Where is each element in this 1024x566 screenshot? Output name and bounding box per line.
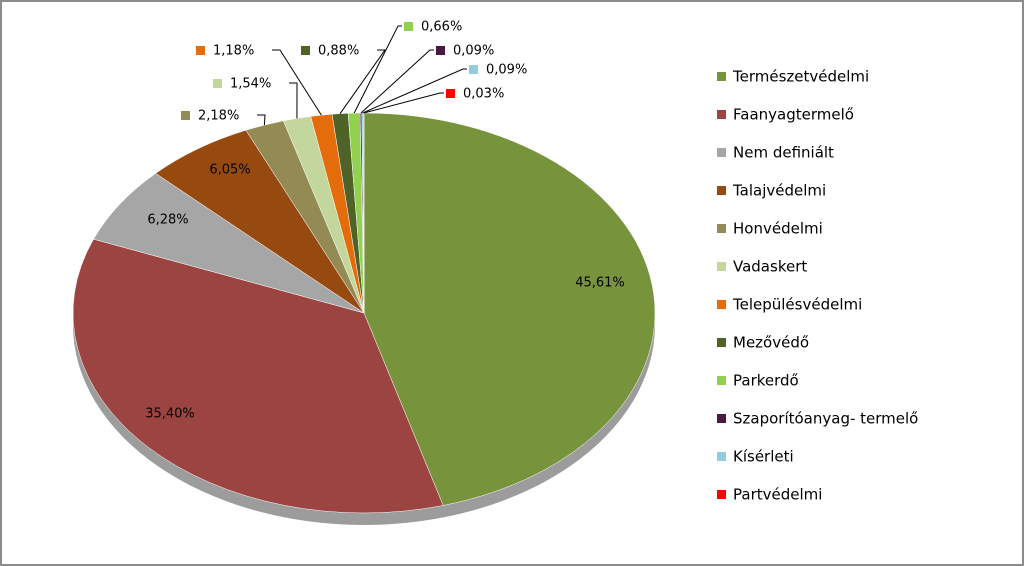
legend-key [717, 414, 726, 423]
legend-label: Nem definiált [733, 144, 834, 162]
legend-label: Településvédelmi [732, 296, 862, 314]
data-label: 6,28% [147, 213, 188, 228]
legend-key [717, 262, 726, 271]
legend-label: Mezővédő [733, 334, 809, 352]
label-key [194, 166, 202, 174]
legend-key [717, 186, 726, 195]
label-key [181, 111, 190, 120]
legend-label: Parkerdő [733, 372, 799, 390]
data-label: 0,09% [486, 63, 527, 78]
label-key [404, 22, 413, 31]
data-label: 6,05% [209, 163, 250, 178]
legend-key [717, 224, 726, 233]
data-label: 45,61% [575, 276, 625, 291]
legend-label: Kísérleti [733, 448, 794, 466]
legend-label: Természetvédelmi [732, 68, 869, 86]
data-label: 0,88% [318, 44, 359, 59]
leader-line [363, 92, 444, 114]
pie-slice [72, 238, 444, 514]
data-label: 2,18% [198, 109, 239, 124]
leader-line [360, 49, 434, 114]
legend-key [717, 72, 726, 81]
legend-key [717, 338, 726, 347]
legend-key [717, 110, 726, 119]
leader-line [257, 114, 266, 126]
legend-key [717, 376, 726, 385]
data-label: 35,40% [145, 407, 195, 422]
legend-key [717, 300, 726, 309]
label-key [213, 79, 222, 88]
label-key [301, 46, 310, 55]
legend-label: Vadaskert [733, 258, 807, 276]
label-key [196, 46, 205, 55]
data-label: 0,66% [421, 20, 462, 35]
legend-label: Faanyagtermelő [733, 106, 854, 124]
legend-key [717, 452, 726, 461]
legend-label: Honvédelmi [733, 220, 823, 238]
leader-line [272, 49, 322, 116]
label-key [436, 46, 445, 55]
legend-label: Partvédelmi [733, 486, 822, 504]
label-key [132, 216, 140, 224]
label-key [134, 410, 142, 418]
leader-line [289, 82, 298, 119]
data-label: 0,09% [453, 44, 494, 59]
legend-key [717, 148, 726, 157]
leader-line [362, 68, 467, 114]
data-label: 1,54% [230, 77, 271, 92]
legend-label: Talajvédelmi [732, 182, 826, 200]
leader-line [339, 49, 386, 114]
legend-key [717, 490, 726, 499]
label-key [469, 65, 478, 74]
label-key [564, 279, 572, 287]
data-label: 1,18% [213, 44, 254, 59]
pie-slice [363, 112, 656, 506]
leader-line [353, 25, 402, 114]
legend-label: Szaporítóanyag- termelő [733, 410, 918, 428]
data-label: 0,03% [463, 87, 504, 102]
label-key [446, 89, 455, 98]
pie-slice [93, 173, 365, 314]
